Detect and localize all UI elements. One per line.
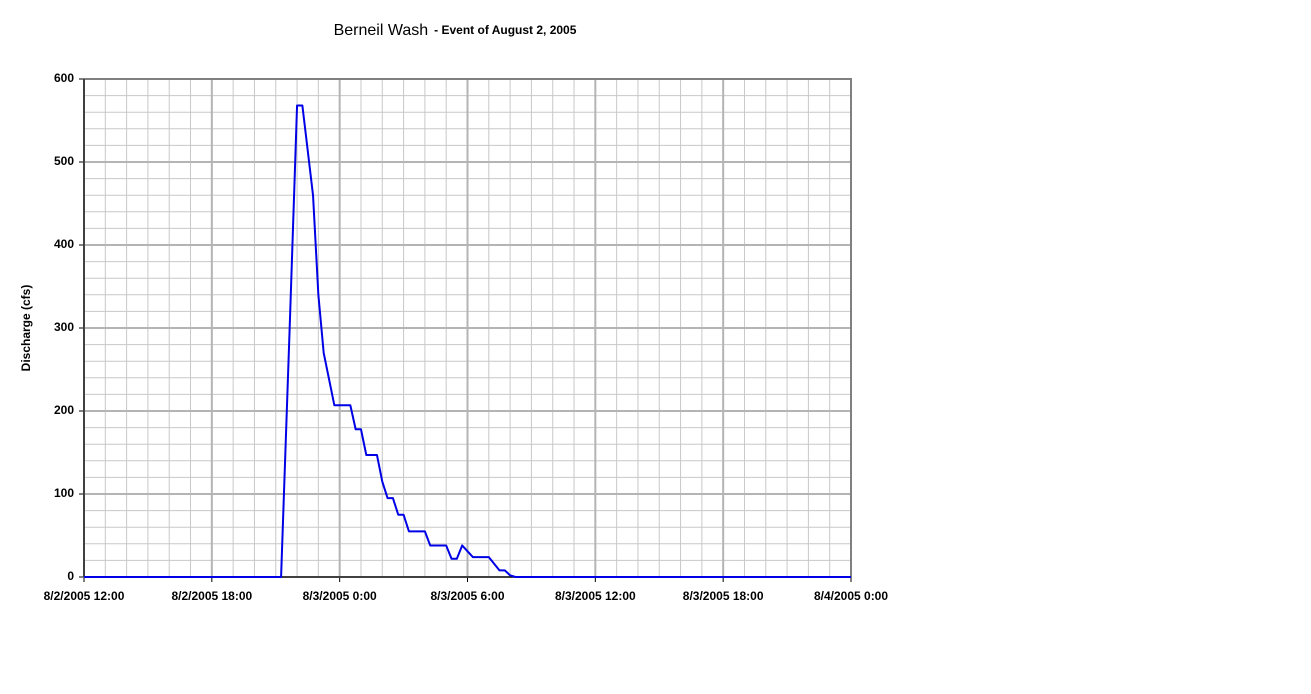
y-tick-label: 500 — [54, 154, 74, 168]
x-tick-label: 8/4/2005 0:00 — [814, 589, 888, 603]
x-tick-label: 8/3/2005 0:00 — [303, 589, 377, 603]
chart-title-group: Berneil Wash - Event of August 2, 2005 — [334, 22, 577, 39]
y-tick-label: 200 — [54, 403, 74, 417]
chart-subtitle: - Event of August 2, 2005 — [434, 23, 577, 37]
y-tick-label: 0 — [67, 569, 74, 583]
y-tick-label: 100 — [54, 486, 74, 500]
major-grid — [83, 78, 852, 578]
x-tick-label: 8/2/2005 18:00 — [171, 589, 252, 603]
x-tick-label: 8/3/2005 18:00 — [683, 589, 764, 603]
y-tick-label: 300 — [54, 320, 74, 334]
data-line — [84, 104, 851, 578]
y-tick-label: 400 — [54, 237, 74, 251]
y-tick-label: 600 — [54, 71, 74, 85]
x-tick-label: 8/2/2005 12:00 — [44, 589, 125, 603]
chart-title: Berneil Wash — [334, 22, 429, 39]
y-axis-label: Discharge (cfs) — [19, 285, 33, 372]
x-tick-label: 8/3/2005 6:00 — [430, 589, 504, 603]
x-tick-label: 8/3/2005 12:00 — [555, 589, 636, 603]
